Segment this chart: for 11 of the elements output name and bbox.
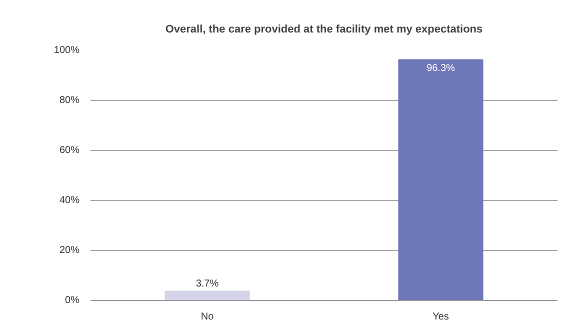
y-tick-label: 80% [59,95,80,106]
y-tick-label: 60% [59,145,80,156]
data-label: 3.7% [196,278,219,290]
y-tick-label: 20% [59,245,80,256]
x-tick-label: Yes [432,312,449,322]
data-label: 96.3% [426,62,456,74]
y-tick-label: 0% [65,295,80,306]
chart-title: Overall, the care provided at the facility met my expectations [165,24,483,36]
y-tick-label: 40% [59,195,80,206]
x-tick-label: No [200,312,214,322]
y-tick-label: 100% [54,45,80,56]
